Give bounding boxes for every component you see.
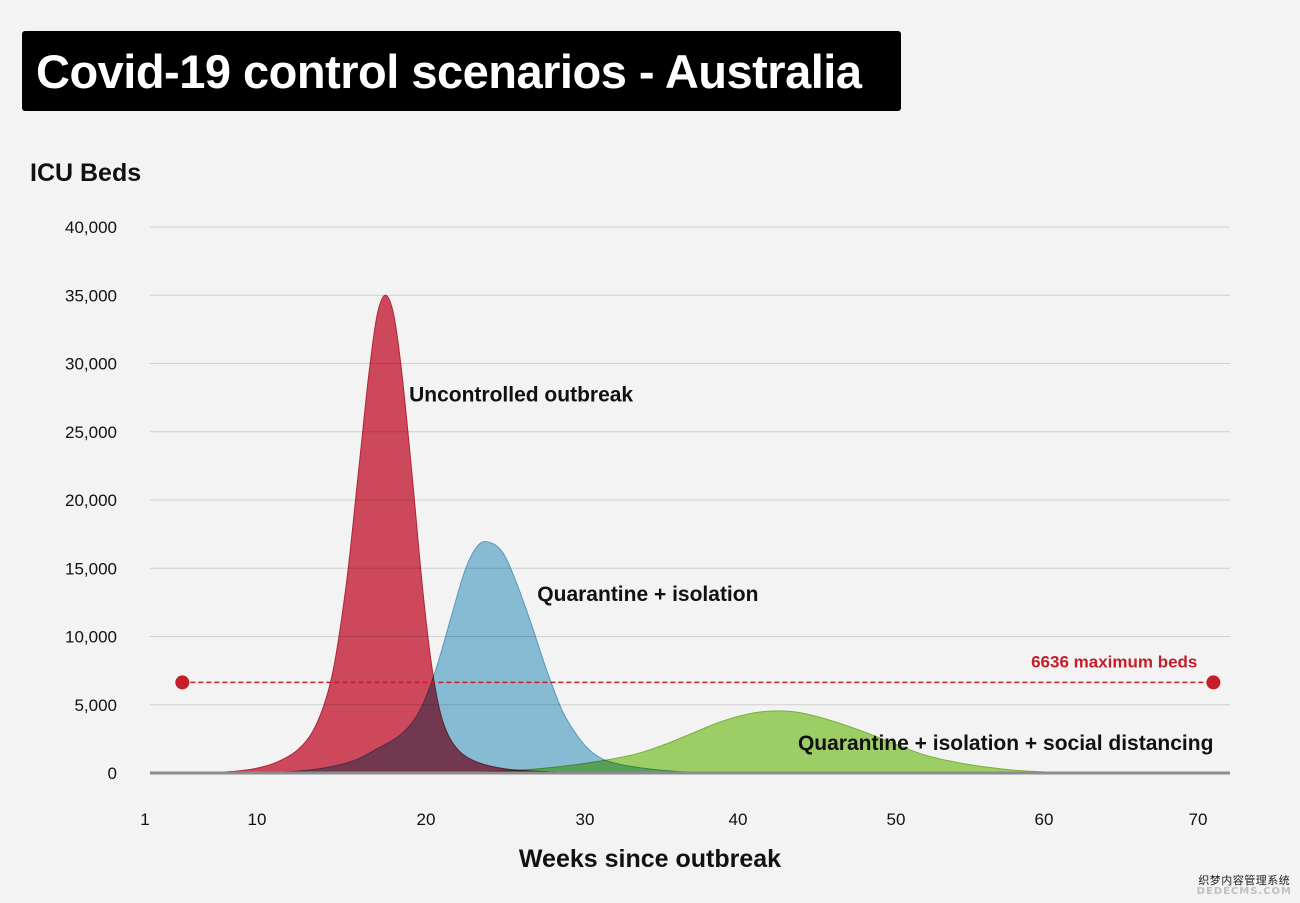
x-axis-label: Weeks since outbreak xyxy=(518,845,782,873)
y-tick-label: 30,000 xyxy=(65,355,117,374)
series-label-layer: Uncontrolled outbreak Quarantine + isolat… xyxy=(409,384,1213,755)
title-banner: Covid-19 control scenarios - Australia xyxy=(22,31,901,111)
y-tick-label: 5,000 xyxy=(74,696,117,715)
y-tick-label: 35,000 xyxy=(65,286,117,305)
y-axis-label: ICU Beds xyxy=(30,159,142,187)
series-label-quarantine: Quarantine + isolation xyxy=(537,583,758,606)
series-area-layer xyxy=(150,294,1230,775)
x-tick-label: 30 xyxy=(576,810,595,829)
watermark: 织梦内容管理系统 DEDECMS.COM xyxy=(1197,875,1292,897)
series-label-distancing: Quarantine + isolation + social distanci… xyxy=(798,732,1213,755)
x-tick-label: 50 xyxy=(887,810,906,829)
max-beds-label: 6636 maximum beds xyxy=(1031,652,1197,671)
series-area-distancing xyxy=(441,710,1075,774)
reference-line-layer: 6636 maximum beds xyxy=(175,652,1221,690)
max-beds-marker-end xyxy=(1206,675,1221,690)
x-tick-label: 70 xyxy=(1189,810,1208,829)
x-tick-label: 40 xyxy=(729,810,748,829)
series-label-uncontrolled: Uncontrolled outbreak xyxy=(409,384,633,407)
tick-label-layer: 0 5,000 10,000 15,000 20,000 25,000 30,000 35,0… xyxy=(65,218,1207,829)
x-tick-label: 1 xyxy=(140,810,149,829)
chart-title: Covid-19 control scenarios - Australia xyxy=(36,44,862,98)
y-tick-label: 0 xyxy=(108,764,117,783)
watermark-text-cn: 织梦内容管理系统 xyxy=(1198,873,1291,887)
y-tick-label: 20,000 xyxy=(65,491,117,510)
max-beds-marker-start xyxy=(175,675,190,690)
x-tick-label: 60 xyxy=(1035,810,1054,829)
watermark-text-en: DEDECMS.COM xyxy=(1196,885,1292,897)
x-tick-label: 20 xyxy=(417,810,436,829)
series-area-quarantine xyxy=(256,541,708,774)
grid-layer xyxy=(150,226,1230,706)
y-tick-label: 40,000 xyxy=(65,218,117,237)
y-tick-label: 25,000 xyxy=(65,423,117,442)
y-tick-label: 15,000 xyxy=(65,559,117,578)
x-tick-label: 10 xyxy=(248,810,267,829)
y-tick-label: 10,000 xyxy=(65,628,117,647)
